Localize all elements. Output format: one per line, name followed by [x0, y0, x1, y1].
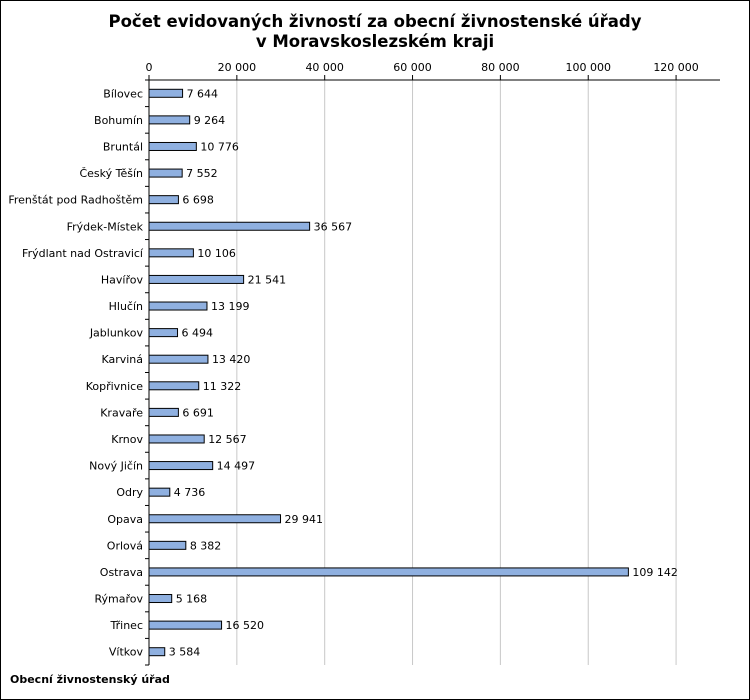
category-label: Frýdek-Místek	[67, 220, 144, 233]
bar	[148, 141, 197, 151]
x-tick-label: 80 000	[481, 61, 520, 74]
bar	[148, 381, 200, 391]
category-label: Kravaře	[100, 406, 143, 419]
data-label: 3 584	[169, 646, 201, 659]
data-label: 10 106	[197, 247, 236, 260]
bar	[148, 195, 179, 205]
data-label: 12 567	[208, 433, 247, 446]
data-label: 10 776	[200, 140, 239, 153]
bar	[148, 115, 191, 125]
bar	[148, 434, 205, 444]
x-tick-label: 0	[146, 61, 153, 74]
bar	[148, 540, 187, 550]
data-label: 6 698	[182, 194, 214, 207]
x-tick-label: 60 000	[393, 61, 432, 74]
category-label: Frýdlant nad Ostravicí	[22, 247, 144, 260]
category-label: Hlučín	[109, 300, 143, 313]
category-label: Kopřivnice	[86, 380, 144, 393]
data-label: 9 264	[194, 114, 226, 127]
bar	[148, 407, 179, 417]
bar	[148, 301, 208, 311]
category-label: Bohumín	[94, 114, 143, 127]
category-label: Krnov	[111, 433, 143, 446]
data-label: 6 691	[182, 406, 214, 419]
bar	[148, 594, 173, 604]
category-label: Vítkov	[109, 646, 144, 659]
category-label: Český Těšín	[79, 167, 143, 180]
bar	[148, 487, 171, 497]
x-tick-label: 100 000	[565, 61, 611, 74]
bar	[148, 354, 209, 364]
chart-title-line-2: v Moravskoslezském kraji	[255, 32, 495, 51]
data-label: 7 644	[187, 87, 219, 100]
data-label: 11 322	[203, 380, 242, 393]
data-label: 13 420	[212, 353, 251, 366]
category-label: Nový Jičín	[89, 460, 143, 473]
category-label: Odry	[116, 486, 143, 499]
x-tick-label: 120 000	[653, 61, 699, 74]
category-label: Orlová	[107, 539, 143, 552]
category-label: Bruntál	[103, 140, 143, 153]
data-label: 6 494	[182, 327, 214, 340]
category-axis-title: Obecní živnostenský úřad	[10, 673, 170, 686]
data-label: 13 199	[211, 300, 250, 313]
bar	[148, 514, 282, 524]
data-label: 7 552	[186, 167, 218, 180]
data-label: 109 142	[632, 566, 678, 579]
category-label: Karviná	[101, 353, 143, 366]
chart-title: Počet evidovaných živností za obecní živ…	[0, 12, 750, 52]
x-tick-label: 40 000	[305, 61, 344, 74]
bar	[148, 221, 311, 231]
category-label: Ostrava	[100, 566, 143, 579]
bar	[148, 88, 184, 98]
data-label: 14 497	[217, 460, 256, 473]
data-label: 16 520	[226, 619, 264, 632]
category-label: Opava	[107, 513, 143, 526]
chart-title-line-1: Počet evidovaných živností za obecní živ…	[108, 12, 642, 31]
data-label: 5 168	[176, 593, 208, 606]
data-label: 8 382	[190, 539, 222, 552]
bar	[148, 620, 223, 630]
bar	[148, 328, 179, 338]
category-label: Jablunkov	[89, 327, 144, 340]
data-label: 4 736	[174, 486, 206, 499]
data-label: 36 567	[314, 220, 353, 233]
x-tick-label: 20 000	[218, 61, 257, 74]
data-label: 29 941	[285, 513, 324, 526]
bar	[148, 274, 245, 284]
data-label: 21 541	[248, 273, 286, 286]
bar	[148, 248, 194, 258]
category-label: Frenštát pod Radhoštěm	[8, 194, 143, 207]
category-label: Bílovec	[103, 87, 143, 100]
bar	[148, 567, 629, 577]
bar	[148, 647, 166, 657]
category-label: Třinec	[110, 619, 143, 632]
bar	[148, 461, 214, 471]
bar	[148, 168, 183, 178]
category-label: Rýmařov	[94, 593, 143, 606]
category-label: Havířov	[101, 273, 144, 286]
